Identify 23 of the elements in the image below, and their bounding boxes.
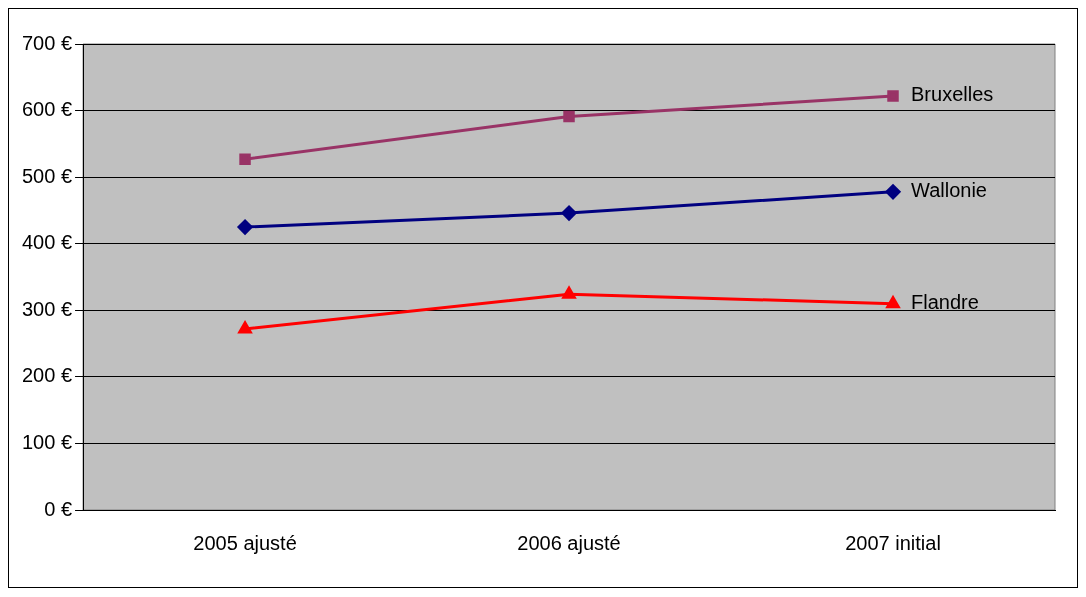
- series-label: Flandre: [911, 291, 979, 314]
- x-tick-label: 2007 initial: [845, 531, 941, 554]
- point: [237, 219, 253, 235]
- point: [562, 286, 576, 299]
- y-tick-label: 200 €: [21, 364, 73, 387]
- y-tick-label: 400 €: [21, 231, 73, 254]
- series-label: Bruxelles: [911, 83, 994, 106]
- x-tick-label: 2006 ajusté: [517, 531, 621, 554]
- y-tick-label: 0 €: [44, 497, 73, 520]
- point: [886, 296, 900, 309]
- y-tick-label: 700 €: [21, 31, 73, 54]
- y-tick-label: 600 €: [21, 98, 73, 121]
- point: [887, 90, 899, 102]
- point: [885, 184, 901, 200]
- y-tick-label: 100 €: [21, 430, 73, 453]
- x-tick-label: 2005 ajusté: [193, 531, 297, 554]
- point: [561, 205, 577, 221]
- point: [563, 110, 575, 123]
- point: [239, 153, 251, 165]
- y-tick-label: 500 €: [21, 164, 73, 187]
- series-label: Wallonie: [911, 179, 987, 202]
- y-tick-label: 300 €: [21, 297, 73, 320]
- point: [238, 321, 252, 334]
